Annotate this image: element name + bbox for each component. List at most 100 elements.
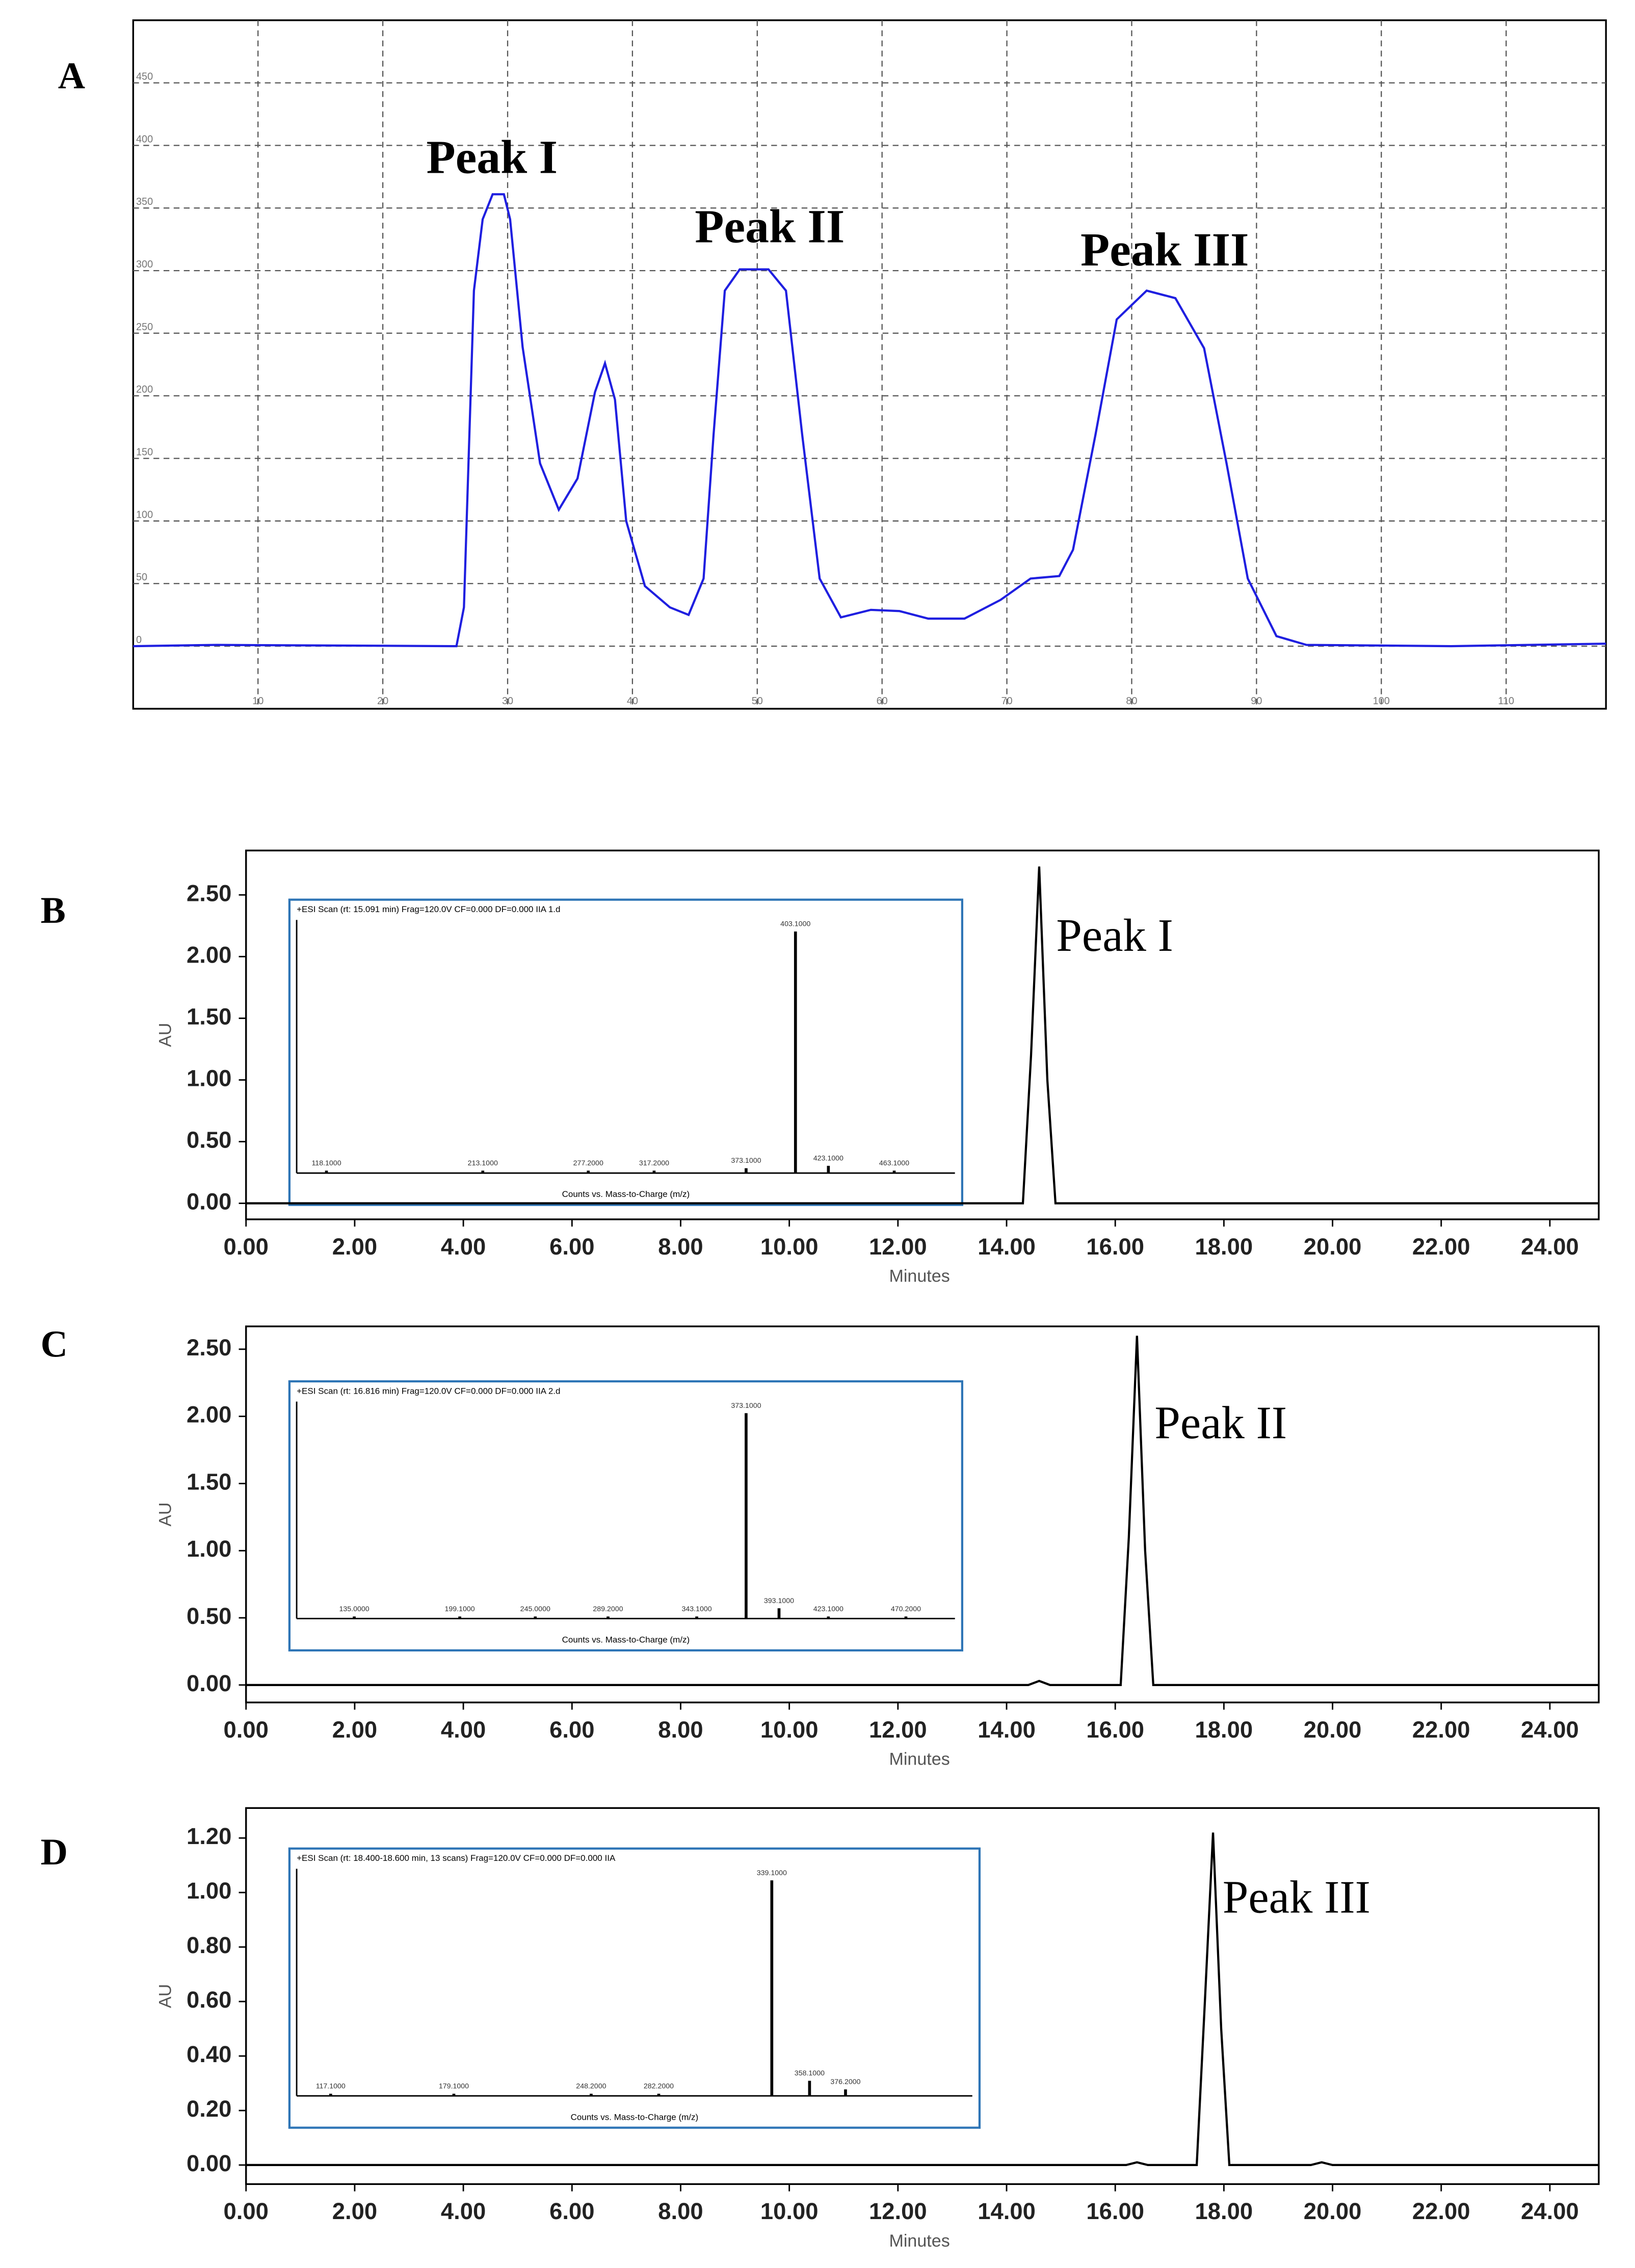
peak-annotation: Peak II: [695, 201, 845, 253]
y-tick-label: 0: [136, 634, 142, 646]
y-tick-label: 0.60: [187, 1987, 231, 2013]
panel-label: A: [58, 55, 85, 96]
x-tick-label: 90: [1251, 696, 1262, 707]
plot-frame: [245, 1325, 1600, 1703]
x-tick-label: 2.00: [332, 1717, 377, 1743]
y-tick-label: 350: [136, 196, 153, 207]
x-tick-label: 12.00: [869, 2198, 927, 2224]
x-tick-label: 16.00: [1086, 1234, 1144, 1260]
x-tick-label: 50: [752, 696, 763, 707]
x-tick-label: 8.00: [658, 2198, 703, 2224]
panel-label: D: [41, 1831, 68, 1873]
y-tick-label: 100: [136, 509, 153, 520]
y-tick-label: 1.20: [187, 1823, 231, 1849]
peak-label: 317.2000: [639, 1159, 669, 1167]
x-tick-label: 20.00: [1304, 1234, 1362, 1260]
y-tick-label: 250: [136, 322, 153, 333]
peak-label: 277.2000: [573, 1159, 603, 1167]
x-tick-label: 10.00: [760, 1717, 819, 1743]
x-tick-label: 22.00: [1412, 2198, 1470, 2224]
y-tick-label: 2.00: [187, 942, 231, 968]
plot-frame: [132, 19, 1607, 710]
x-tick-label: 12.00: [869, 1234, 927, 1260]
y-tick-label: 450: [136, 71, 153, 82]
peak-label: 282.2000: [644, 2083, 674, 2091]
y-tick-label: 400: [136, 134, 153, 145]
x-tick-label: 6.00: [549, 1234, 594, 1260]
y-tick-label: 300: [136, 259, 153, 270]
peak-label: 423.1000: [813, 1154, 843, 1162]
y-tick-label: 0.40: [187, 2041, 231, 2067]
peak-annotation: Peak III: [1223, 1872, 1370, 1923]
x-tick-label: 0.00: [224, 1234, 269, 1260]
peak-label: 373.1000: [731, 1157, 761, 1165]
peak-annotation: Peak I: [427, 131, 558, 183]
x-tick-label: 80: [1126, 696, 1137, 707]
inset-x-label: Counts vs. Mass-to-Charge (m/z): [562, 1635, 690, 1645]
peak-label: 135.0000: [339, 1605, 370, 1613]
x-tick-label: 110: [1498, 696, 1514, 707]
x-tick-label: 14.00: [978, 1717, 1036, 1743]
panel-label: C: [41, 1323, 68, 1365]
x-tick-label: 0.00: [224, 2198, 269, 2224]
plot-frame: [245, 1807, 1600, 2185]
peak-label: 118.1000: [311, 1159, 341, 1167]
peak-label: 423.1000: [813, 1605, 843, 1613]
x-axis-label: Minutes: [889, 1750, 950, 1769]
x-tick-label: 24.00: [1521, 1234, 1579, 1260]
x-tick-label: 14.00: [978, 1234, 1036, 1260]
peak-label: 373.1000: [731, 1402, 761, 1410]
panel-label: B: [41, 889, 66, 931]
x-tick-label: 100: [1373, 696, 1390, 707]
y-axis-label: AU: [156, 1502, 175, 1526]
y-tick-label: 2.50: [187, 880, 231, 906]
y-tick-label: 200: [136, 384, 153, 395]
inset-title: +ESI Scan (rt: 16.816 min) Frag=120.0V C…: [297, 1386, 560, 1396]
y-tick-label: 0.50: [187, 1127, 231, 1153]
y-axis-label: AU: [156, 1984, 175, 2008]
y-tick-label: 0.00: [187, 1189, 231, 1215]
peak-label: 463.1000: [879, 1159, 909, 1167]
peak-label: 199.1000: [444, 1605, 474, 1613]
peak-label: 470.2000: [891, 1605, 921, 1613]
inset-x-label: Counts vs. Mass-to-Charge (m/z): [571, 2112, 699, 2122]
peak-label: 117.1000: [316, 2083, 346, 2091]
x-tick-label: 24.00: [1521, 1717, 1579, 1743]
x-tick-label: 8.00: [658, 1234, 703, 1260]
x-tick-label: 0.00: [224, 1717, 269, 1743]
x-tick-label: 20: [377, 696, 388, 707]
x-tick-label: 2.00: [332, 2198, 377, 2224]
y-tick-label: 50: [136, 572, 147, 583]
trace-line: [246, 1832, 1599, 2167]
peak-annotation: Peak I: [1056, 910, 1173, 961]
peak-label: 245.0000: [520, 1605, 550, 1613]
peak-label: 393.1000: [764, 1597, 794, 1605]
inset-frame: [288, 898, 963, 1206]
x-tick-label: 24.00: [1521, 2198, 1579, 2224]
x-tick-label: 22.00: [1412, 1234, 1470, 1260]
y-tick-label: 0.00: [187, 2150, 231, 2176]
y-tick-label: 150: [136, 446, 153, 458]
x-tick-label: 18.00: [1195, 2198, 1253, 2224]
x-tick-label: 4.00: [441, 1717, 486, 1743]
y-tick-label: 0.20: [187, 2096, 231, 2122]
trace-line: [133, 193, 1606, 648]
peak-label: 289.2000: [593, 1605, 623, 1613]
trace-line: [246, 1336, 1599, 1686]
peak-label: 339.1000: [757, 1869, 787, 1877]
x-tick-label: 10.00: [760, 2198, 819, 2224]
inset-frame: [288, 1847, 981, 2129]
x-axis-label: Minutes: [889, 2231, 950, 2251]
x-tick-label: 70: [1001, 696, 1013, 707]
peak-label: 403.1000: [780, 920, 810, 928]
y-tick-label: 0.80: [187, 1932, 231, 1958]
y-tick-label: 2.00: [187, 1402, 231, 1428]
x-tick-label: 40: [627, 696, 638, 707]
trace-line: [246, 866, 1599, 1205]
peak-label: 248.2000: [576, 2083, 606, 2091]
x-tick-label: 22.00: [1412, 1717, 1470, 1743]
x-tick-label: 16.00: [1086, 2198, 1144, 2224]
x-tick-label: 30: [502, 696, 513, 707]
x-tick-label: 12.00: [869, 1717, 927, 1743]
